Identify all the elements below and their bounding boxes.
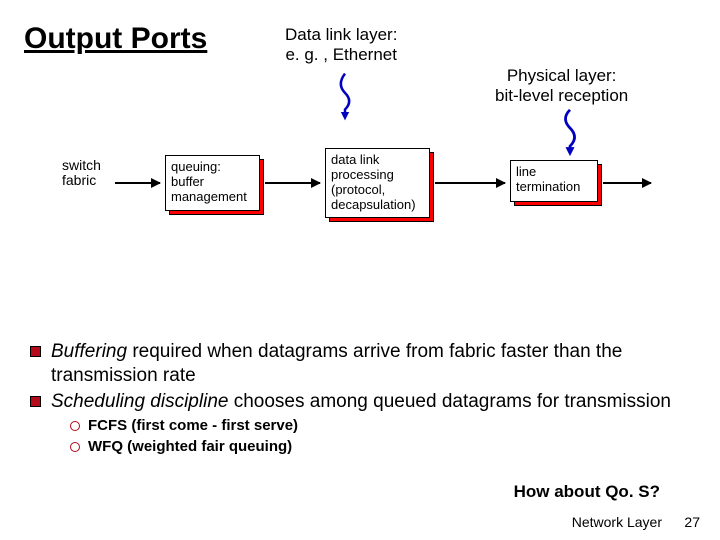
- box-queuing: queuing: buffer management: [165, 155, 260, 211]
- switch-label-l1: switch: [62, 157, 101, 173]
- bullet-2-em: Scheduling discipline: [51, 391, 228, 412]
- switch-label-l2: fabric: [62, 172, 96, 188]
- box2-l3: (protocol,: [331, 182, 385, 197]
- sub-bullet-2: WFQ (weighted fair queuing): [70, 438, 690, 457]
- arrow-1-2: [265, 182, 320, 184]
- qos-question: How about Qo. S?: [514, 482, 660, 502]
- box2-l2: processing: [331, 167, 394, 182]
- box-line-termination: line termination: [510, 160, 598, 202]
- bullet-1-em: Buffering: [51, 341, 127, 362]
- bullet-1: Buffering required when datagrams arrive…: [30, 340, 690, 388]
- bullet-2-text: chooses among queued datagrams for trans…: [228, 391, 671, 412]
- callout-physical: Physical layer: bit-level reception: [495, 66, 628, 105]
- bullet-2: Scheduling discipline chooses among queu…: [30, 390, 690, 414]
- box3-l1: line: [516, 164, 536, 179]
- sub-marker-icon: [70, 442, 80, 452]
- squiggle-datalink: [330, 72, 360, 122]
- box1-l3: management: [171, 189, 247, 204]
- box2-l4: decapsulation): [331, 197, 416, 212]
- bullet-list: Buffering required when datagrams arrive…: [30, 340, 690, 459]
- bullet-1-text: required when datagrams arrive from fabr…: [51, 341, 622, 386]
- sub1-text: FCFS (first come - first serve): [88, 417, 298, 434]
- box3-l2: termination: [516, 179, 580, 194]
- arrow-2-3: [435, 182, 505, 184]
- bullet-marker-icon: [30, 396, 41, 407]
- arrow-in: [115, 182, 160, 184]
- bullet-marker-icon: [30, 346, 41, 357]
- footer-section: Network Layer: [572, 514, 662, 530]
- box2-l1: data link: [331, 152, 379, 167]
- switch-fabric-label: switch fabric: [62, 158, 101, 189]
- output-port-diagram: switch fabric queuing: buffer management…: [80, 130, 660, 270]
- box1-l1: queuing:: [171, 159, 221, 174]
- slide-title: Output Ports: [24, 22, 207, 56]
- callout-datalink-l1: Data link layer:: [285, 25, 397, 44]
- page-number: 27: [684, 514, 700, 530]
- box-datalink: data link processing (protocol, decapsul…: [325, 148, 430, 218]
- callout-phys-l1: Physical layer:: [507, 66, 617, 85]
- sub-bullet-list: FCFS (first come - first serve) WFQ (wei…: [70, 417, 690, 457]
- sub2-text: WFQ (weighted fair queuing): [88, 438, 292, 455]
- arrow-out: [603, 182, 651, 184]
- callout-datalink-l2: e. g. , Ethernet: [285, 45, 397, 64]
- sub-marker-icon: [70, 421, 80, 431]
- box1-l2: buffer: [171, 174, 204, 189]
- callout-phys-l2: bit-level reception: [495, 86, 628, 105]
- sub-bullet-1: FCFS (first come - first serve): [70, 417, 690, 436]
- callout-datalink: Data link layer: e. g. , Ethernet: [285, 25, 397, 64]
